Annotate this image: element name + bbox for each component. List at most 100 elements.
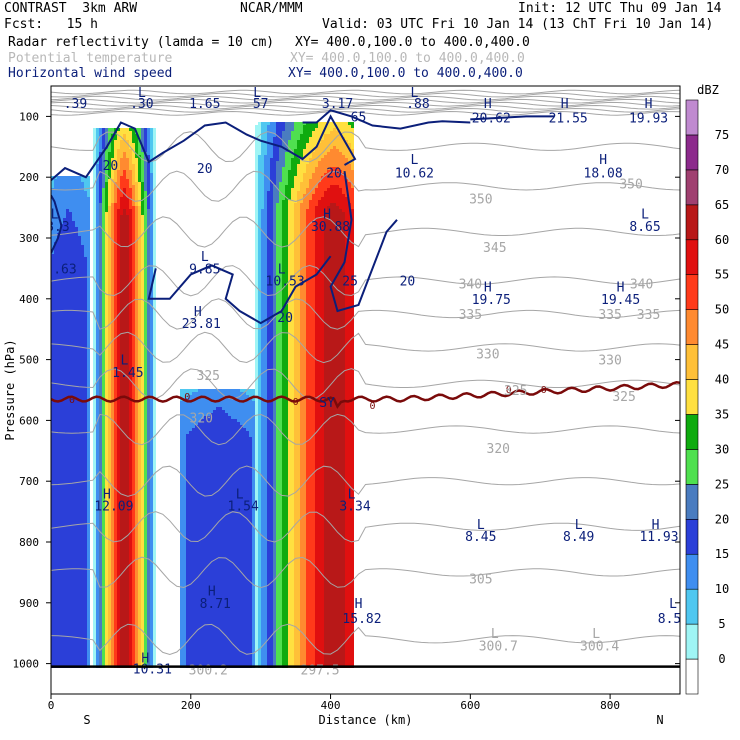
reflectivity-cell: [147, 389, 150, 392]
reflectivity-cell: [96, 281, 99, 284]
reflectivity-cell: [102, 344, 105, 347]
reflectivity-cell: [132, 533, 135, 536]
reflectivity-cell: [315, 425, 324, 428]
reflectivity-cell: [138, 323, 141, 326]
reflectivity-cell: [267, 398, 273, 401]
reflectivity-cell: [324, 173, 345, 176]
reflectivity-cell: [114, 206, 120, 209]
reflectivity-cell: [273, 497, 276, 500]
reflectivity-cell: [180, 410, 213, 413]
reflectivity-cell: [141, 425, 144, 428]
reflectivity-cell: [306, 404, 315, 407]
reflectivity-cell: [141, 386, 144, 389]
reflectivity-cell: [108, 218, 111, 221]
reflectivity-cell: [261, 224, 267, 227]
reflectivity-cell: [267, 464, 273, 467]
reflectivity-cell: [294, 311, 300, 314]
reflectivity-cell: [129, 143, 135, 146]
reflectivity-cell: [324, 362, 345, 365]
reflectivity-cell: [117, 485, 120, 488]
reflectivity-cell: [345, 530, 354, 533]
reflectivity-cell: [102, 542, 105, 545]
reflectivity-cell: [99, 296, 102, 299]
reflectivity-cell: [114, 395, 117, 398]
reflectivity-cell: [261, 152, 267, 155]
reflectivity-cell: [267, 302, 273, 305]
reflectivity-cell: [252, 509, 255, 512]
reflectivity-cell: [315, 407, 324, 410]
reflectivity-cell: [306, 359, 315, 362]
reflectivity-cell: [99, 452, 102, 455]
reflectivity-cell: [258, 416, 261, 419]
reflectivity-cell: [144, 434, 147, 437]
reflectivity-cell: [114, 155, 117, 158]
reflectivity-cell: [105, 443, 108, 446]
reflectivity-cell: [255, 506, 258, 509]
reflectivity-cell: [255, 155, 258, 158]
reflectivity-cell: [306, 356, 315, 359]
reflectivity-cell: [141, 338, 144, 341]
reflectivity-cell: [282, 521, 288, 524]
reflectivity-cell: [294, 428, 300, 431]
reflectivity-cell: [141, 497, 144, 500]
reflectivity-cell: [120, 413, 129, 416]
reflectivity-cell: [114, 311, 117, 314]
reflectivity-cell: [87, 344, 90, 347]
reflectivity-cell: [96, 491, 99, 494]
reflectivity-cell: [315, 248, 324, 251]
reflectivity-cell: [147, 413, 150, 416]
reflectivity-cell: [324, 275, 345, 278]
reflectivity-cell: [102, 164, 105, 167]
reflectivity-cell: [288, 545, 294, 548]
reflectivity-cell: [348, 179, 354, 182]
reflectivity-cell: [105, 368, 108, 371]
reflectivity-cell: [135, 413, 138, 416]
reflectivity-cell: [111, 410, 114, 413]
reflectivity-cell: [117, 545, 120, 548]
reflectivity-cell: [294, 290, 300, 293]
reflectivity-cell: [99, 473, 102, 476]
reflectivity-cell: [114, 209, 117, 212]
reflectivity-cell: [51, 245, 54, 248]
reflectivity-cell: [96, 347, 99, 350]
reflectivity-cell: [102, 311, 105, 314]
reflectivity-cell: [120, 257, 129, 260]
reflectivity-cell: [120, 476, 129, 479]
reflectivity-cell: [255, 176, 258, 179]
reflectivity-cell: [117, 215, 120, 218]
reflectivity-cell: [129, 320, 132, 323]
reflectivity-cell: [117, 539, 120, 542]
reflectivity-cell: [315, 437, 324, 440]
reflectivity-cell: [150, 482, 153, 485]
reflectivity-cell: [144, 425, 147, 428]
reflectivity-cell: [324, 329, 345, 332]
reflectivity-cell: [300, 413, 306, 416]
reflectivity-cell: [261, 242, 267, 245]
reflectivity-cell: [114, 197, 117, 200]
reflectivity-cell: [345, 422, 354, 425]
reflectivity-cell: [108, 494, 111, 497]
reflectivity-cell: [255, 413, 258, 416]
reflectivity-cell: [345, 440, 354, 443]
reflectivity-cell: [324, 380, 345, 383]
reflectivity-cell: [51, 368, 87, 371]
reflectivity-cell: [282, 368, 288, 371]
reflectivity-cell: [255, 392, 258, 395]
reflectivity-cell: [108, 485, 111, 488]
reflectivity-cell: [300, 362, 306, 365]
reflectivity-cell: [120, 458, 129, 461]
reflectivity-cell: [96, 191, 99, 194]
reflectivity-cell: [258, 446, 261, 449]
reflectivity-cell: [138, 440, 141, 443]
reflectivity-cell: [276, 362, 282, 365]
reflectivity-cell: [252, 518, 255, 521]
reflectivity-cell: [93, 521, 96, 524]
reflectivity-cell: [93, 230, 96, 233]
reflectivity-cell: [150, 413, 153, 416]
reflectivity-cell: [282, 392, 288, 395]
reflectivity-cell: [120, 182, 129, 185]
reflectivity-cell: [135, 212, 138, 215]
reflectivity-cell: [102, 182, 105, 185]
reflectivity-cell: [141, 500, 144, 503]
reflectivity-cell: [294, 410, 300, 413]
